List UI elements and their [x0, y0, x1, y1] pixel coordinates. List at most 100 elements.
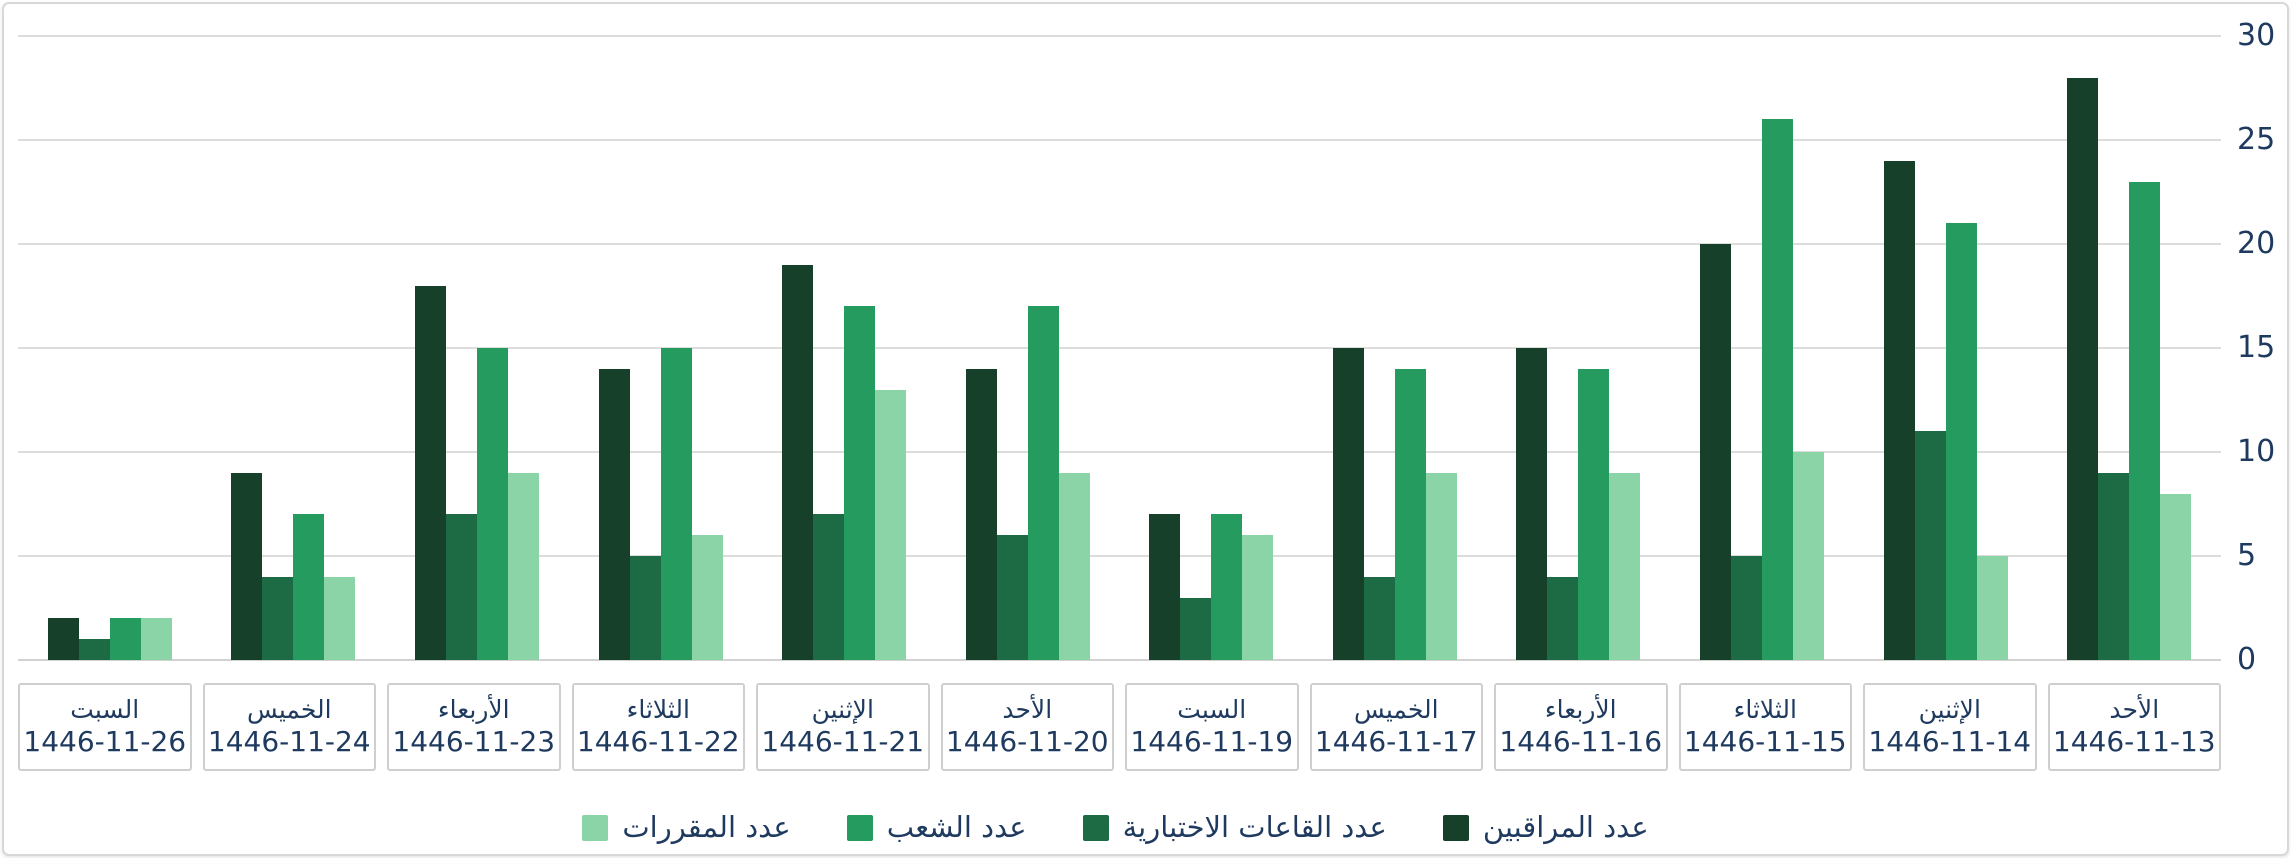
- category-date-label: 1446-11-13: [2052, 724, 2216, 758]
- bar-sections-1446-11-16[interactable]: [1578, 368, 1610, 660]
- legend-item-exam-halls[interactable]: عدد القاعات الاختبارية: [1082, 813, 1387, 842]
- category-date-label: 1446-11-26: [23, 724, 187, 758]
- bar-sections-1446-11-17[interactable]: [1394, 368, 1426, 660]
- bar-sections-1446-11-23[interactable]: [477, 348, 508, 660]
- category-box-1446-11-19: السبت 1446-11-19: [1125, 683, 1299, 771]
- bar-sections-1446-11-20[interactable]: [1027, 306, 1059, 660]
- legend-swatch-supervisors: [1442, 814, 1469, 841]
- category-date-label: 1446-11-20: [945, 724, 1109, 758]
- bar-sections-1446-11-13[interactable]: [2129, 181, 2161, 660]
- bar-exam-halls-1446-11-19[interactable]: [1180, 597, 1212, 660]
- bar-supervisors-1446-11-19[interactable]: [1149, 514, 1181, 660]
- bar-courses-1446-11-20[interactable]: [1058, 472, 1090, 660]
- bar-exam-halls-1446-11-26[interactable]: [78, 639, 110, 660]
- category-date-label: 1446-11-16: [1499, 724, 1663, 758]
- bar-group-1446-11-23: [385, 36, 569, 660]
- legend-label-courses: عدد المقررات: [622, 810, 791, 844]
- bar-sections-1446-11-14[interactable]: [1945, 223, 1977, 660]
- category-day-label: السبت: [1177, 695, 1247, 725]
- bar-supervisors-1446-11-23[interactable]: [415, 285, 446, 660]
- plot-area: [18, 35, 2221, 661]
- bar-exam-halls-1446-11-23[interactable]: [446, 514, 477, 660]
- bar-exam-halls-1446-11-21[interactable]: [813, 514, 845, 660]
- y-axis-label-5: 5: [2237, 538, 2257, 573]
- bar-supervisors-1446-11-13[interactable]: [2067, 77, 2099, 660]
- bar-sections-1446-11-19[interactable]: [1211, 514, 1243, 660]
- bar-group-1446-11-13: [2037, 36, 2221, 660]
- gridline-25: [18, 139, 2221, 141]
- bar-supervisors-1446-11-26[interactable]: [47, 618, 79, 660]
- bar-courses-1446-11-14[interactable]: [1976, 556, 2008, 660]
- bar-supervisors-1446-11-17[interactable]: [1332, 348, 1364, 660]
- bar-courses-1446-11-15[interactable]: [1793, 452, 1825, 660]
- legend-label-supervisors: عدد المراقبين: [1482, 810, 1649, 844]
- bar-courses-1446-11-26[interactable]: [140, 618, 172, 660]
- category-day-label: الإثنين: [1918, 695, 1981, 725]
- category-date-label: 1446-11-24: [207, 724, 371, 758]
- category-date-label: 1446-11-15: [1683, 724, 1847, 758]
- bar-group-1446-11-20: [936, 36, 1120, 660]
- bar-exam-halls-1446-11-13[interactable]: [2098, 472, 2130, 660]
- bar-supervisors-1446-11-20[interactable]: [965, 368, 997, 660]
- category-box-1446-11-20: الأحد 1446-11-20: [940, 683, 1114, 771]
- bar-exam-halls-1446-11-15[interactable]: [1731, 556, 1763, 660]
- bar-supervisors-1446-11-16[interactable]: [1516, 348, 1548, 660]
- bar-courses-1446-11-23[interactable]: [508, 472, 539, 660]
- bar-group-1446-11-19: [1120, 36, 1304, 660]
- category-date-label: 1446-11-21: [761, 724, 925, 758]
- legend: عدد المراقبين عدد القاعات الاختبارية عدد ا…: [4, 813, 2227, 842]
- category-day-label: السبت: [70, 695, 140, 725]
- category-day-label: الثلاثاء: [626, 695, 690, 725]
- bar-courses-1446-11-19[interactable]: [1242, 535, 1274, 660]
- bar-sections-1446-11-21[interactable]: [844, 306, 876, 660]
- category-box-1446-11-15: الثلاثاء 1446-11-15: [1678, 683, 1852, 771]
- legend-item-supervisors[interactable]: عدد المراقبين: [1442, 810, 1649, 844]
- gridline-15: [18, 347, 2221, 349]
- bar-courses-1446-11-24[interactable]: [324, 576, 356, 660]
- category-box-1446-11-23: الأربعاء 1446-11-23: [387, 683, 561, 771]
- bar-exam-halls-1446-11-14[interactable]: [1914, 431, 1946, 660]
- bar-group-1446-11-15: [1670, 36, 1854, 660]
- category-date-label: 1446-11-14: [1868, 724, 2032, 758]
- bar-supervisors-1446-11-22[interactable]: [598, 368, 630, 660]
- legend-item-courses[interactable]: عدد المقررات: [582, 810, 791, 844]
- bar-courses-1446-11-13[interactable]: [2160, 493, 2192, 660]
- category-date-label: 1446-11-23: [392, 724, 556, 758]
- y-axis-label-20: 20: [2237, 226, 2276, 261]
- category-box-1446-11-26: السبت 1446-11-26: [18, 683, 192, 771]
- bar-sections-1446-11-15[interactable]: [1762, 119, 1794, 660]
- bar-supervisors-1446-11-15[interactable]: [1700, 244, 1732, 660]
- bar-exam-halls-1446-11-20[interactable]: [996, 535, 1028, 660]
- category-box-1446-11-14: الإثنين 1446-11-14: [1863, 683, 2037, 771]
- bar-exam-halls-1446-11-16[interactable]: [1547, 576, 1579, 660]
- bar-supervisors-1446-11-21[interactable]: [782, 264, 814, 660]
- y-axis-label-0: 0: [2237, 642, 2257, 677]
- bar-group-1446-11-17: [1303, 36, 1487, 660]
- y-axis-label-30: 30: [2237, 18, 2276, 53]
- bar-sections-1446-11-22[interactable]: [660, 348, 692, 660]
- bar-exam-halls-1446-11-17[interactable]: [1363, 576, 1395, 660]
- legend-item-sections[interactable]: عدد الشعب: [846, 813, 1027, 842]
- bar-courses-1446-11-22[interactable]: [691, 535, 723, 660]
- bar-sections-1446-11-26[interactable]: [109, 618, 141, 660]
- gridline-20: [18, 243, 2221, 245]
- category-day-label: الخميس: [246, 695, 332, 725]
- bar-courses-1446-11-16[interactable]: [1609, 472, 1641, 660]
- y-axis: 0 5 10 15 20 25 30: [2225, 21, 2287, 675]
- bar-groups: [18, 36, 2221, 660]
- legend-swatch-courses: [582, 814, 609, 841]
- bar-sections-1446-11-24[interactable]: [293, 514, 325, 660]
- bar-courses-1446-11-17[interactable]: [1425, 472, 1457, 660]
- bar-supervisors-1446-11-14[interactable]: [1883, 160, 1915, 660]
- bar-courses-1446-11-21[interactable]: [875, 389, 907, 660]
- x-axis-category-row: الأحد 1446-11-13 الإثنين 1446-11-14 الثلاثاء…: [18, 683, 2221, 771]
- category-day-label: الخميس: [1353, 695, 1439, 725]
- bar-exam-halls-1446-11-24[interactable]: [262, 576, 294, 660]
- category-date-label: 1446-11-19: [1130, 724, 1294, 758]
- category-date-label: 1446-11-17: [1314, 724, 1478, 758]
- category-day-label: الإثنين: [811, 695, 874, 725]
- bar-exam-halls-1446-11-22[interactable]: [629, 556, 661, 660]
- category-day-label: الثلاثاء: [1733, 695, 1797, 725]
- bar-supervisors-1446-11-24[interactable]: [231, 472, 263, 660]
